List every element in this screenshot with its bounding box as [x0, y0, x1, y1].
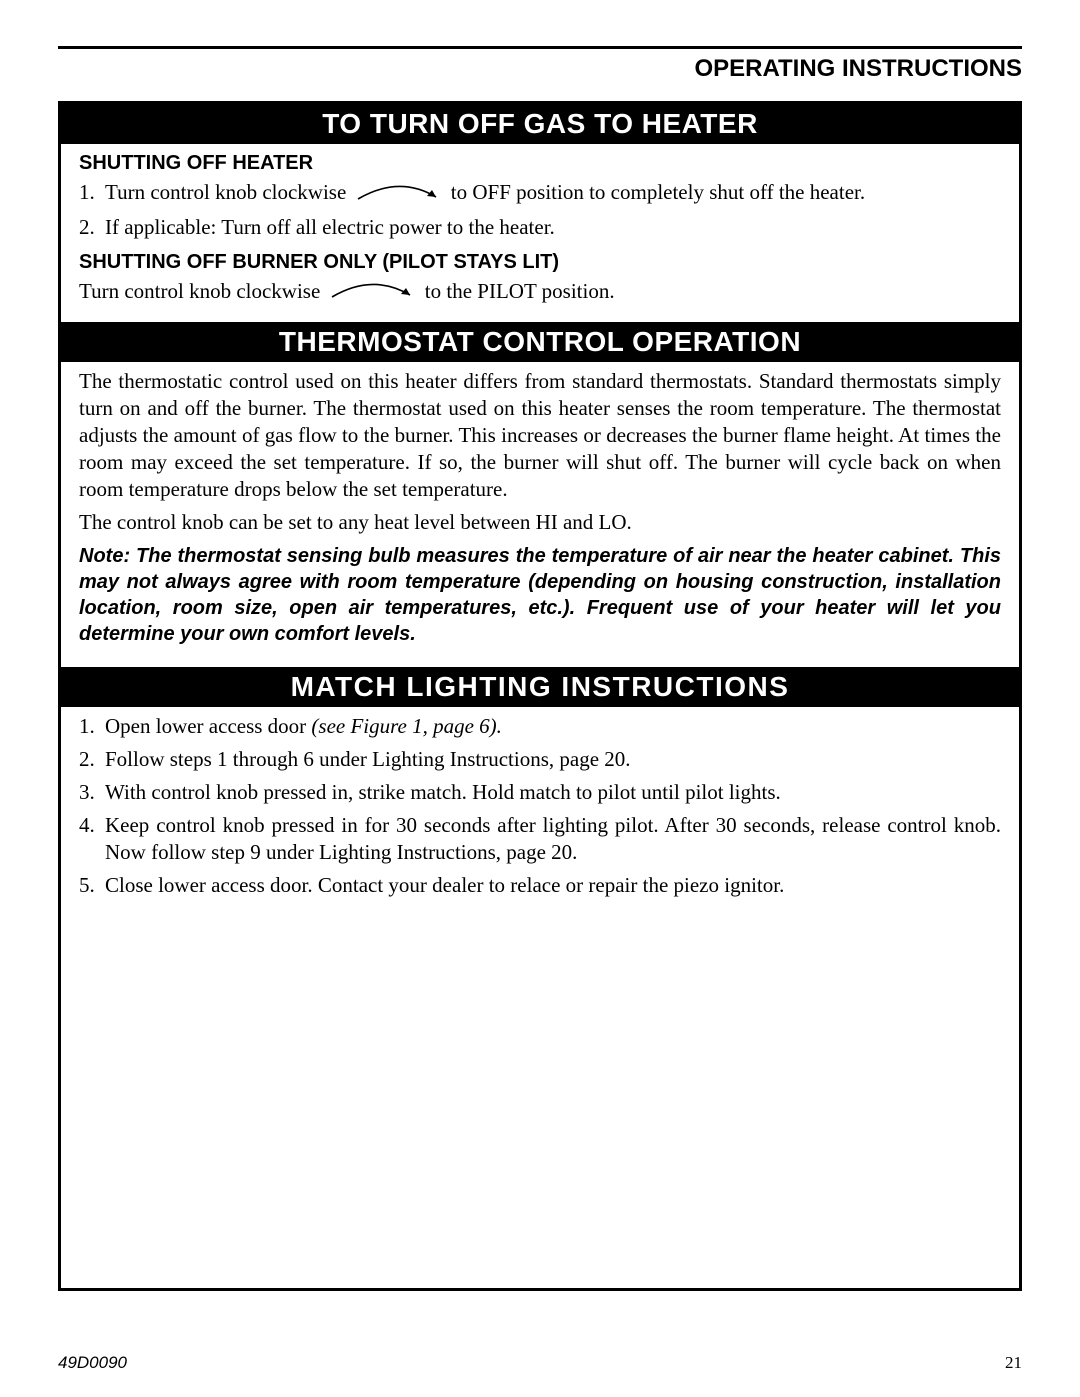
text: to OFF position to completely shut off t… [451, 180, 865, 204]
text: Turn control knob clockwise [79, 279, 320, 303]
top-rule [58, 46, 1022, 49]
list-number: 1. [79, 179, 105, 208]
banner-match-lighting: MATCH LIGHTING INSTRUCTIONS [61, 667, 1019, 707]
sub-heading-shutting-off-heater: SHUTTING OFF HEATER [79, 152, 1001, 175]
clockwise-arrow-icon [330, 279, 416, 306]
banner-text: THERMOSTAT CONTROL OPERATION [265, 322, 815, 362]
section-thermostat: The thermostatic control used on this he… [61, 362, 1019, 657]
italic-text: (see Figure 1, page 6). [311, 714, 502, 738]
doc-code: 49D0090 [58, 1353, 127, 1373]
list-item: 1. Open lower access door (see Figure 1,… [79, 713, 1001, 740]
main-box: TO TURN OFF GAS TO HEATER SHUTTING OFF H… [58, 101, 1022, 1291]
section-match-lighting: 1. Open lower access door (see Figure 1,… [61, 707, 1019, 914]
banner-text: TO TURN OFF GAS TO HEATER [308, 104, 772, 144]
list-item: 4. Keep control knob pressed in for 30 s… [79, 812, 1001, 866]
footer: 49D0090 21 [58, 1353, 1022, 1373]
list-item: 3. With control knob pressed in, strike … [79, 779, 1001, 806]
page-number: 21 [1005, 1353, 1022, 1373]
list-body: If applicable: Turn off all electric pow… [105, 214, 1001, 241]
list-body: With control knob pressed in, strike mat… [105, 779, 1001, 806]
banner-thermostat: THERMOSTAT CONTROL OPERATION [61, 322, 1019, 362]
banner-turn-off-gas: TO TURN OFF GAS TO HEATER [61, 101, 1019, 144]
text: Open lower access door [105, 714, 311, 738]
list-item: 1. Turn control knob clockwise to OFF po… [79, 179, 1001, 208]
list-body: Follow steps 1 through 6 under Lighting … [105, 746, 1001, 773]
paragraph: The thermostatic control used on this he… [79, 368, 1001, 502]
list-number: 2. [79, 214, 105, 241]
page: OPERATING INSTRUCTIONS TO TURN OFF GAS T… [0, 0, 1080, 1397]
clockwise-arrow-icon [356, 181, 442, 208]
list-item: 2. Follow steps 1 through 6 under Lighti… [79, 746, 1001, 773]
list-item: 2. If applicable: Turn off all electric … [79, 214, 1001, 241]
list-body: Turn control knob clockwise to OFF posit… [105, 179, 1001, 208]
list-number: 1. [79, 713, 105, 740]
section-turn-off-gas: SHUTTING OFF HEATER 1. Turn control knob… [61, 144, 1019, 322]
note: Note: The thermostat sensing bulb measur… [79, 543, 1001, 647]
text: to the PILOT position. [425, 279, 615, 303]
list-body: Close lower access door. Contact your de… [105, 872, 1001, 899]
list-number: 2. [79, 746, 105, 773]
list-number: 3. [79, 779, 105, 806]
list-number: 4. [79, 812, 105, 866]
paragraph: Turn control knob clockwise to the PILOT… [79, 278, 1001, 307]
banner-text: MATCH LIGHTING INSTRUCTIONS [277, 667, 804, 707]
list-item: 5. Close lower access door. Contact your… [79, 872, 1001, 899]
list-body: Keep control knob pressed in for 30 seco… [105, 812, 1001, 866]
paragraph: The control knob can be set to any heat … [79, 509, 1001, 536]
sub-heading-burner-only: SHUTTING OFF BURNER ONLY (PILOT STAYS LI… [79, 251, 1001, 274]
list-number: 5. [79, 872, 105, 899]
header-label: OPERATING INSTRUCTIONS [58, 55, 1022, 83]
list-body: Open lower access door (see Figure 1, pa… [105, 713, 1001, 740]
text: Turn control knob clockwise [105, 180, 346, 204]
